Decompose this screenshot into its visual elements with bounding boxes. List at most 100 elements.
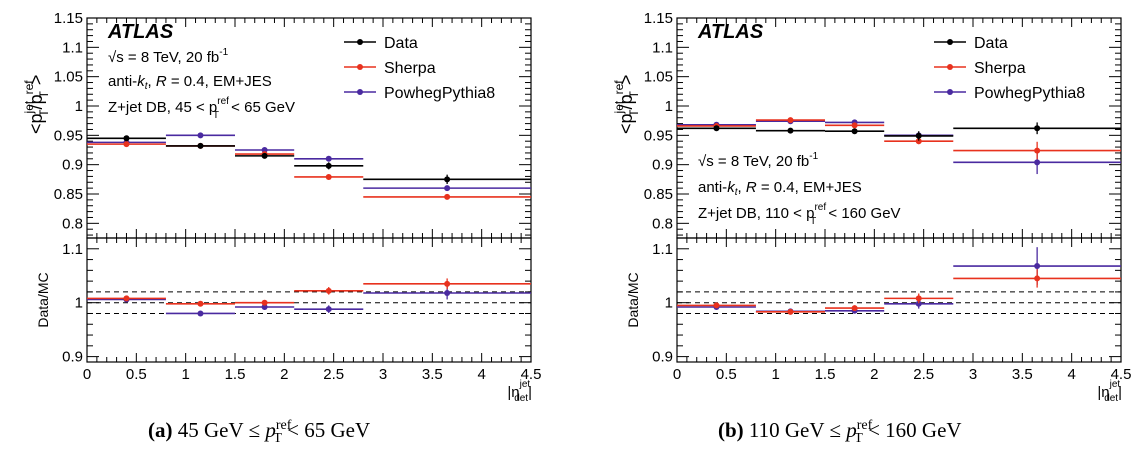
x-tick-label: 0: [673, 366, 681, 383]
data-point-data: [261, 152, 268, 159]
atlas-label: ATLAS: [697, 21, 764, 43]
caption-b-text: 110 GeV ≤: [748, 418, 847, 442]
caption-b-label: (b): [718, 418, 744, 442]
data-point-sherpa: [787, 117, 794, 124]
y-axis-label: <pjetT/prefT>: [22, 75, 51, 134]
y-axis-label: <pjetT/prefT>: [612, 75, 641, 134]
ratio-plot-frame: [676, 237, 1122, 363]
legend: Data Sherpa PowhegPythia8: [344, 35, 495, 102]
info-line-2: anti-kt, R = 0.4, EM+JES: [698, 179, 862, 198]
y-tick-label: 1.15: [644, 10, 673, 27]
ratio-y-tick-label: 1.1: [652, 241, 673, 258]
caption-a-text: 45 GeV ≤: [177, 418, 266, 442]
info-line-1: √s = 8 TeV, 20 fb-1: [698, 151, 819, 170]
data-point-data: [787, 127, 794, 134]
data-point-data: [915, 132, 922, 139]
ratio-point-sherpa: [1034, 275, 1041, 282]
ratio-point-powhegpythia8: [325, 306, 332, 313]
y-tick-label: 0.95: [644, 127, 673, 144]
x-tick-label: 1.5: [815, 366, 836, 383]
x-tick-label: 0.5: [716, 366, 737, 383]
info-line-3: Z+jet DB, 45 < pref T < 65 GeV: [108, 96, 295, 121]
data-point-powhegpythia8: [325, 155, 332, 162]
ratio-y-axis-label: Data/MC: [35, 272, 51, 327]
y-tick-label: 0.85: [644, 186, 673, 203]
info-line-2: anti-kt, R = 0.4, EM+JES: [108, 73, 272, 92]
caption-b-sup: ref: [856, 418, 873, 433]
x-tick-label: 4: [477, 366, 485, 383]
legend-label-powheg: PowhegPythia8: [974, 85, 1085, 102]
y-tick-label: 1.1: [652, 39, 673, 56]
legend-label-data: Data: [974, 35, 1008, 52]
y-tick-label: 0.9: [62, 157, 83, 174]
y-tick-label: 1.05: [54, 69, 83, 86]
ratio-point-sherpa: [325, 287, 332, 294]
ratio-point-sherpa: [713, 302, 720, 309]
ratio-point-powhegpythia8: [1034, 263, 1041, 270]
x-axis-label: |ηjet det|: [1097, 379, 1122, 404]
y-tick-label: 1.05: [644, 69, 673, 86]
ratio-y-tick-label: 1: [75, 295, 83, 312]
y-tick-label: 0.8: [62, 215, 83, 232]
x-tick-label: 2.5: [323, 366, 344, 383]
data-point-sherpa: [325, 173, 332, 180]
ratio-y-axis-label: Data/MC: [625, 272, 641, 327]
ratio-point-powhegpythia8: [444, 289, 451, 296]
data-point-powhegpythia8: [197, 132, 204, 139]
x-tick-label: 4.5: [1111, 366, 1132, 383]
ratio-point-sherpa: [261, 299, 268, 306]
y-tick-label: 1: [75, 98, 83, 115]
x-axis-label: |ηjet det|: [507, 379, 532, 404]
caption-a-text-b: < 65 GeV: [281, 418, 371, 442]
atlas-label: ATLAS: [107, 21, 174, 43]
legend-label-sherpa: Sherpa: [384, 60, 436, 77]
caption-b-sub: T: [854, 431, 863, 447]
ratio-point-powhegpythia8: [261, 304, 268, 311]
x-tick-label: 2: [280, 366, 288, 383]
ratio-y-tick-label: 0.9: [62, 349, 83, 366]
ratio-point-sherpa: [444, 280, 451, 287]
x-tick-label: 1.5: [225, 366, 246, 383]
legend-label-powheg: PowhegPythia8: [384, 85, 495, 102]
caption-a-label: (a): [148, 418, 173, 442]
data-point-data: [123, 135, 130, 142]
caption-b: (b) 110 GeV ≤ prefT < 160 GeV: [718, 418, 962, 447]
x-tick-label: 0.5: [126, 366, 147, 383]
caption-a-p: p: [265, 418, 276, 442]
caption-a-sup: ref: [275, 418, 292, 433]
y-tick-label: 1.15: [54, 10, 83, 27]
data-point-sherpa: [1034, 147, 1041, 154]
y-tick-label: 0.85: [54, 186, 83, 203]
x-tick-label: 4: [1067, 366, 1075, 383]
x-tick-label: 3.5: [422, 366, 443, 383]
ratio-y-tick-label: 1: [665, 295, 673, 312]
info-line-3: Z+jet DB, 110 < pref T < 160 GeV: [698, 202, 901, 227]
data-point-sherpa: [123, 141, 130, 148]
y-tick-label: 0.95: [54, 127, 83, 144]
data-point-sherpa: [444, 193, 451, 200]
ratio-point-sherpa: [197, 300, 204, 307]
y-tick-label: 1: [665, 98, 673, 115]
data-point-data: [713, 125, 720, 132]
info-line-1: √s = 8 TeV, 20 fb-1: [108, 47, 229, 66]
x-tick-label: 3: [969, 366, 977, 383]
data-point-sherpa: [915, 138, 922, 145]
legend-label-sherpa: Sherpa: [974, 60, 1026, 77]
data-point-data: [851, 128, 858, 135]
ratio-point-sherpa: [123, 295, 130, 302]
ratio-y-tick-label: 1.1: [62, 241, 83, 258]
x-tick-label: 0: [83, 366, 91, 383]
data-point-sherpa: [851, 122, 858, 129]
caption-a: (a) 45 GeV ≤ prefT < 65 GeV: [148, 418, 370, 447]
caption-b-p: p: [846, 418, 857, 442]
data-point-data: [444, 176, 451, 183]
y-tick-label: 1.1: [62, 39, 83, 56]
x-tick-label: 1: [181, 366, 189, 383]
ratio-point-sherpa: [787, 308, 794, 315]
ratio-y-tick-label: 0.9: [652, 349, 673, 366]
caption-a-sub: T: [273, 431, 282, 447]
legend-label-data: Data: [384, 35, 418, 52]
ratio-point-powhegpythia8: [915, 300, 922, 307]
ratio-point-powhegpythia8: [197, 310, 204, 317]
x-tick-label: 2: [870, 366, 878, 383]
